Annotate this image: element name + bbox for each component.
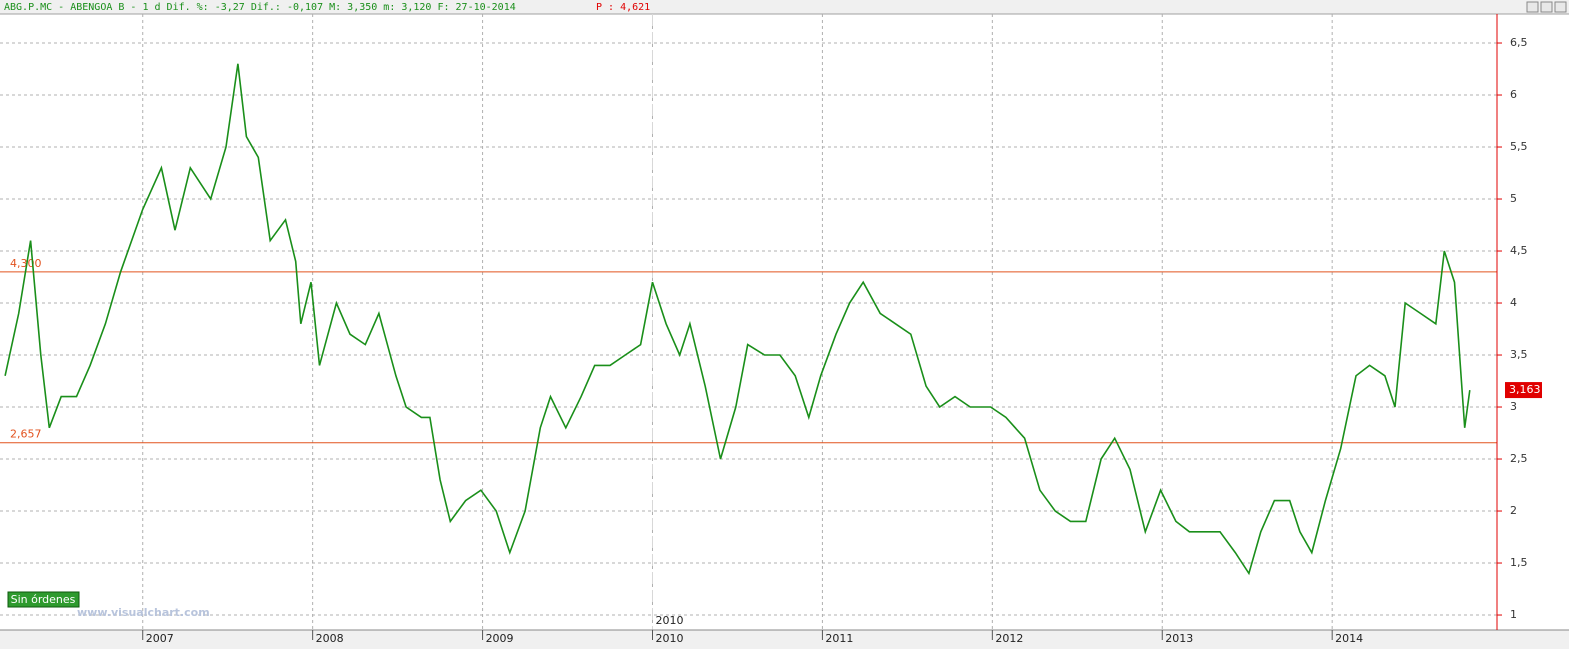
y-tick-label: 3 — [1510, 400, 1517, 413]
y-tick-label: 6 — [1510, 88, 1517, 101]
minimize-button[interactable] — [1526, 1, 1539, 13]
header-bar — [0, 0, 1569, 14]
annotation-label: 2010 — [655, 614, 683, 627]
x-tick-label: 2009 — [486, 632, 514, 645]
y-tick-label: 2,5 — [1510, 452, 1528, 465]
y-tick-label: 3,5 — [1510, 348, 1528, 361]
maximize-button[interactable] — [1540, 1, 1553, 13]
y-tick-label: 5 — [1510, 192, 1517, 205]
last-value-label: 3,163 — [1509, 383, 1541, 396]
y-tick-label: 1 — [1510, 608, 1517, 621]
y-tick-label: 4 — [1510, 296, 1517, 309]
y-tick-label: 5,5 — [1510, 140, 1528, 153]
header-price: P : 4,621 — [596, 2, 650, 13]
x-tick-label: 2014 — [1335, 632, 1363, 645]
y-tick-label: 4,5 — [1510, 244, 1528, 257]
x-tick-label: 2013 — [1165, 632, 1193, 645]
header-text: ABG.P.MC - ABENGOA B - 1 d Dif. %: -3,27… — [4, 2, 516, 13]
y-tick-label: 1,5 — [1510, 556, 1528, 569]
price-line — [4, 63, 1471, 576]
x-tick-label: 2011 — [825, 632, 853, 645]
close-button[interactable] — [1554, 1, 1567, 13]
watermark: www.visualchart.com — [77, 606, 210, 619]
level-label: 2,657 — [10, 428, 42, 441]
window-buttons[interactable] — [1526, 1, 1567, 13]
x-axis-strip — [0, 630, 1569, 649]
x-tick-label: 2007 — [146, 632, 174, 645]
x-tick-label: 2008 — [316, 632, 344, 645]
y-tick-label: 6,5 — [1510, 36, 1528, 49]
orders-box-text[interactable]: Sin órdenes — [11, 593, 76, 606]
x-tick-label: 2012 — [995, 632, 1023, 645]
orders-box[interactable] — [7, 591, 80, 608]
y-tick-label: 2 — [1510, 504, 1517, 517]
last-value-tag — [1505, 382, 1542, 399]
x-tick-label: 2010 — [655, 632, 683, 645]
